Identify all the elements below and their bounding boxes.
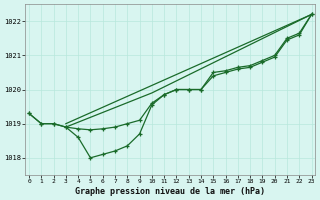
X-axis label: Graphe pression niveau de la mer (hPa): Graphe pression niveau de la mer (hPa) [75, 187, 265, 196]
